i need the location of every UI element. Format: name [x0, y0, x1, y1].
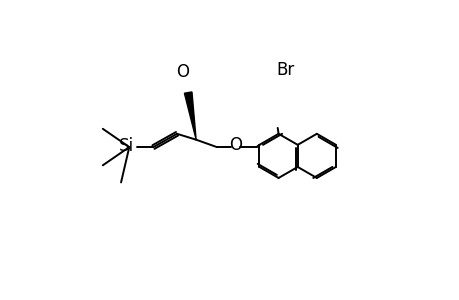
Text: O: O	[175, 63, 188, 81]
Text: O: O	[228, 136, 241, 154]
Text: Br: Br	[275, 61, 294, 79]
Text: Si: Si	[118, 136, 134, 154]
Polygon shape	[184, 92, 196, 140]
